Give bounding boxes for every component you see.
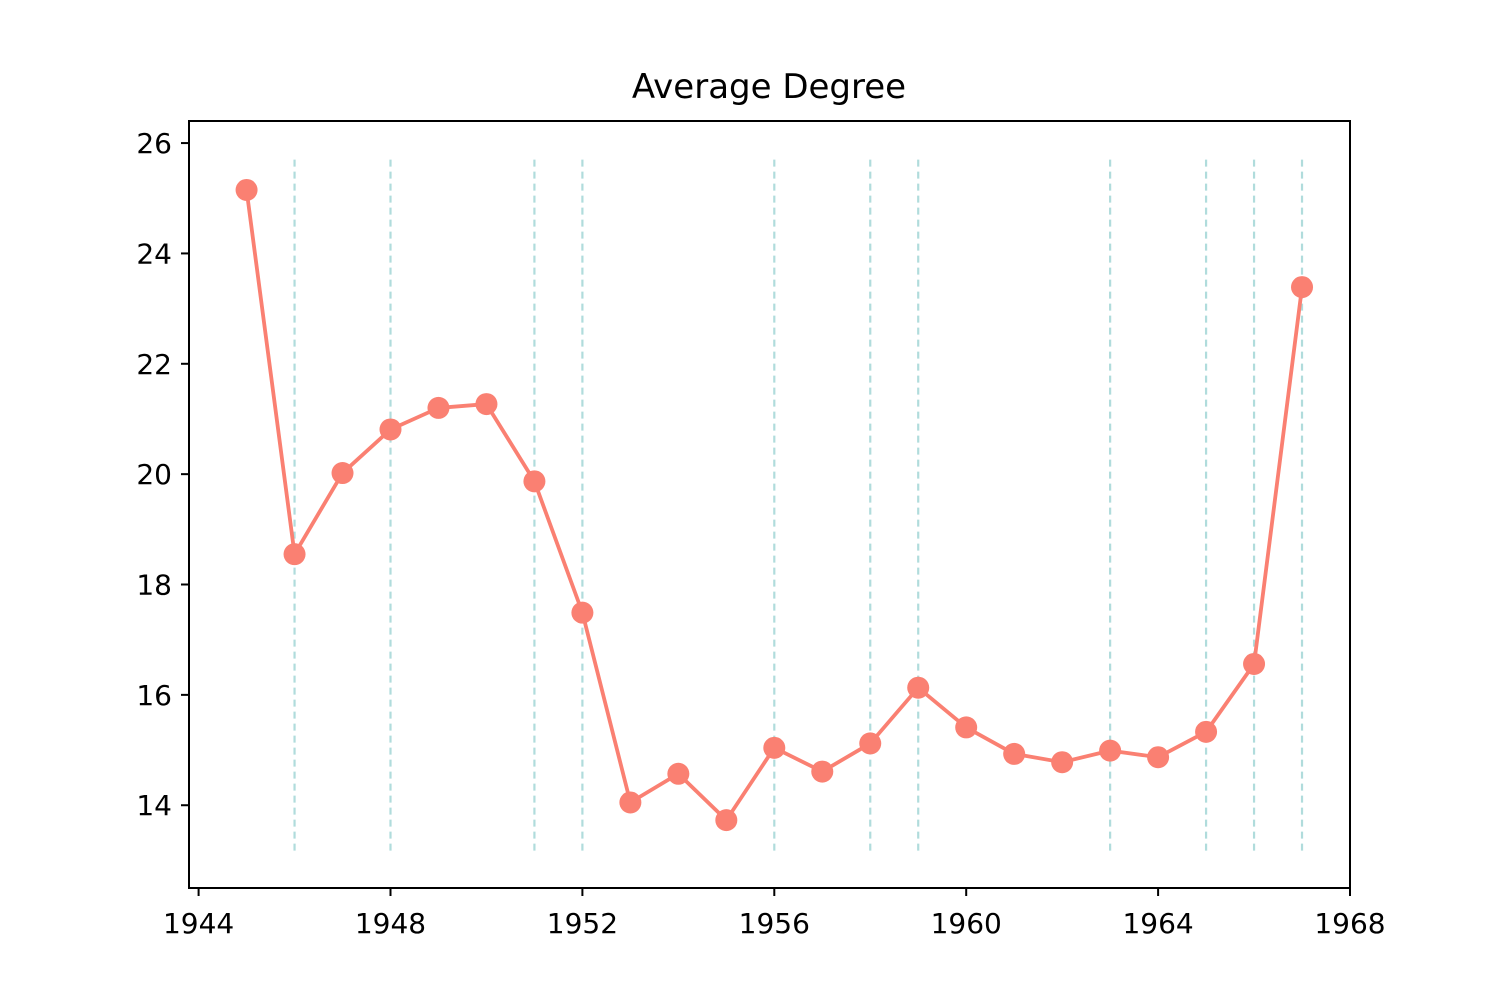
- data-point: [283, 543, 306, 566]
- data-point: [1099, 739, 1122, 762]
- data-point: [475, 393, 498, 416]
- y-tick-label: 18: [136, 569, 172, 602]
- y-tick-label: 20: [136, 458, 172, 491]
- data-point: [427, 396, 450, 419]
- x-tick-label: 1952: [547, 907, 618, 940]
- x-tick-label: 1956: [739, 907, 810, 940]
- y-tick-label: 16: [136, 679, 172, 712]
- data-point: [1291, 276, 1314, 299]
- x-axis: 1944 1948 1952 1956 1960 1964 1968: [163, 888, 1386, 940]
- data-point: [811, 760, 834, 783]
- data-point: [1195, 720, 1218, 743]
- data-point: [523, 470, 546, 493]
- data-point: [955, 716, 978, 739]
- y-axis: 14 16 18 20 22 24 26: [136, 127, 189, 822]
- y-tick-label: 26: [136, 127, 172, 160]
- x-tick-label: 1968: [1314, 907, 1385, 940]
- x-tick-label: 1948: [355, 907, 426, 940]
- data-point: [667, 762, 690, 785]
- data-point: [1003, 742, 1026, 765]
- x-tick-label: 1944: [163, 907, 234, 940]
- y-tick-label: 24: [136, 237, 172, 270]
- plot-area-frame: [188, 120, 1351, 889]
- y-tick-label: 22: [136, 348, 172, 381]
- data-point: [715, 809, 738, 832]
- data-point: [859, 732, 882, 755]
- data-point: [1243, 652, 1266, 675]
- data-point: [331, 462, 354, 485]
- chart-title: Average Degree: [632, 67, 906, 107]
- x-tick-label: 1960: [931, 907, 1002, 940]
- data-point: [571, 601, 594, 624]
- data-point: [379, 418, 402, 441]
- data-point: [235, 178, 258, 201]
- data-point: [619, 791, 642, 814]
- x-tick-label: 1964: [1122, 907, 1193, 940]
- data-point: [1147, 746, 1170, 769]
- series-layer: [235, 178, 1314, 832]
- data-point: [1051, 751, 1074, 774]
- data-point: [763, 736, 786, 759]
- y-tick-label: 14: [136, 789, 172, 822]
- data-point: [907, 676, 930, 699]
